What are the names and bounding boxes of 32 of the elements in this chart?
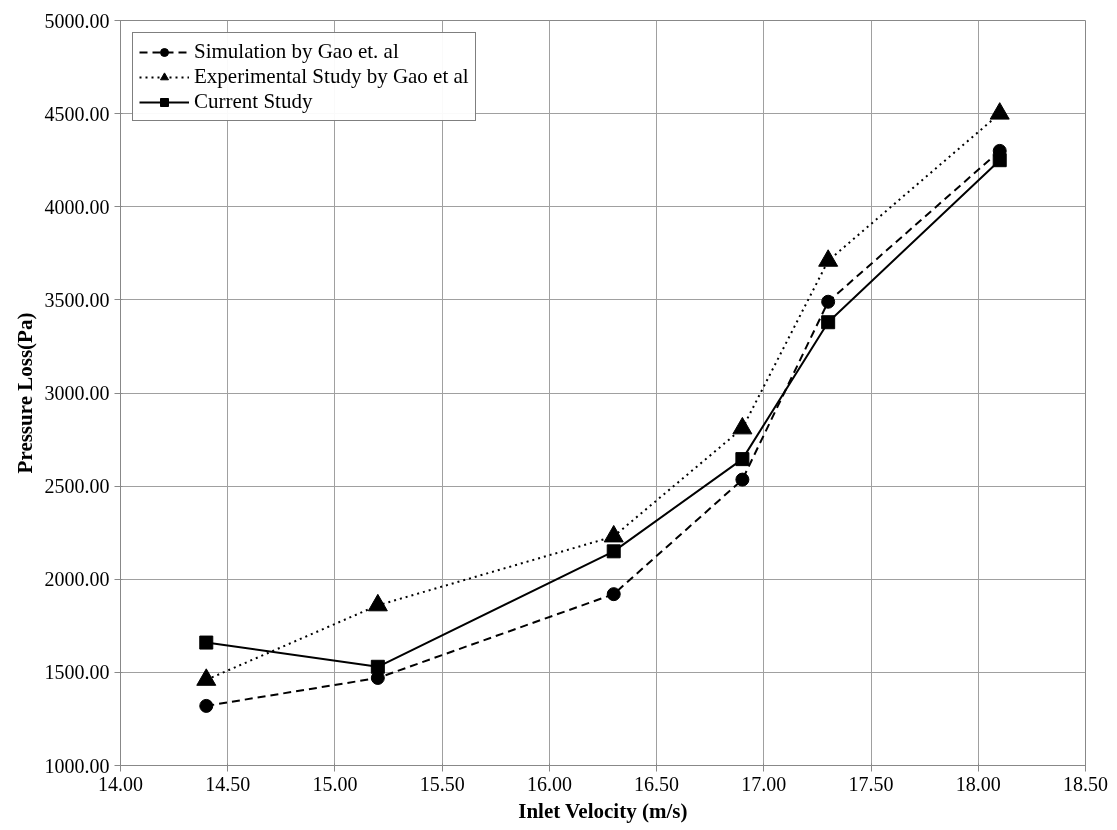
point <box>370 659 385 674</box>
point <box>199 698 214 713</box>
x-axis-title: Inlet Velocity (m/s) <box>518 798 688 823</box>
y-tick-label: 4000.00 <box>44 195 110 218</box>
legend-label: Experimental Study by Gao et al <box>194 64 469 89</box>
point <box>735 472 750 487</box>
x-tick-label: 17.50 <box>848 772 894 795</box>
legend-label: Simulation by Gao et. al <box>194 39 399 64</box>
point <box>606 544 621 559</box>
x-tick-label: 18.00 <box>955 772 1001 795</box>
x-tick-label: 16.00 <box>526 772 572 795</box>
y-tick-label: 5000.00 <box>44 9 110 32</box>
x-tick-label: 17.00 <box>741 772 787 795</box>
point <box>606 587 621 602</box>
y-tick-label: 2500.00 <box>44 475 110 498</box>
y-tick-label: 3000.00 <box>44 382 110 404</box>
y-tick-label: 3500.00 <box>44 288 110 311</box>
y-axis-title: Pressure Loss(Pa) <box>12 312 37 474</box>
y-tick-label: 4500.00 <box>44 102 110 125</box>
x-tick-label: 14.50 <box>205 772 251 795</box>
y-tick-label: 1500.00 <box>44 661 110 684</box>
point <box>992 153 1007 168</box>
x-tick-label: 15.50 <box>419 772 465 795</box>
legend-label: Current Study <box>194 89 313 114</box>
point <box>821 294 836 309</box>
x-tick-label: 16.50 <box>634 772 680 795</box>
y-tick-label: 2000.00 <box>44 568 110 591</box>
point <box>199 635 214 650</box>
x-tick-label: 15.00 <box>312 772 358 795</box>
x-tick-label: 18.50 <box>1063 772 1108 795</box>
point <box>735 452 750 467</box>
point <box>821 315 836 330</box>
